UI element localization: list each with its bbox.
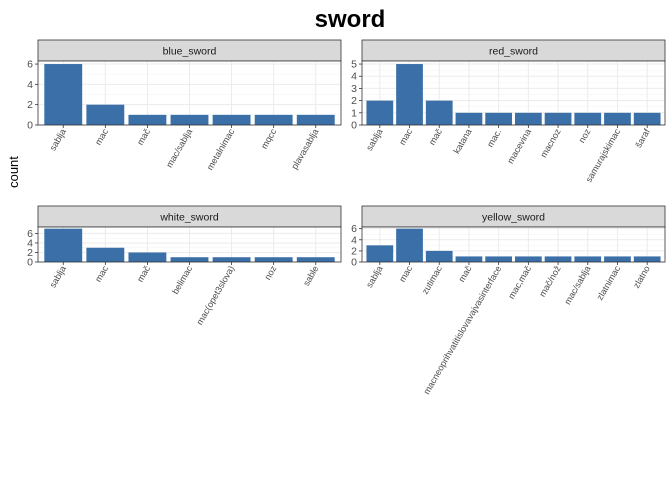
bar-mac: [86, 247, 125, 262]
bar-mac/sablja: [170, 114, 209, 125]
facet-strip-label: yellow_sword: [482, 212, 545, 224]
chart-title: sword: [315, 6, 386, 33]
y-tick-label: 6: [351, 223, 357, 235]
bar-mač: [128, 252, 167, 262]
y-axis-label: count: [6, 156, 21, 188]
bar-sablja: [44, 64, 83, 125]
y-tick-label: 6: [27, 59, 33, 71]
x-tick-label: mac/sablja: [164, 127, 194, 169]
y-tick-label: 4: [27, 237, 33, 249]
facet-strip-label: blue_sword: [163, 46, 217, 58]
x-tick-label: mac: [397, 127, 414, 147]
bar-šaraf: [633, 112, 661, 125]
x-tick-label: zlatno: [631, 264, 652, 290]
x-tick-label: sablja: [48, 264, 68, 289]
x-tick-label: noz: [577, 127, 593, 145]
bar-mac: [396, 64, 423, 125]
y-tick-label: 4: [351, 71, 357, 83]
bar-mac/sablja: [574, 256, 602, 262]
bar-mač: [455, 256, 483, 262]
x-tick-label: mac(opet3slova): [194, 264, 236, 327]
bar-belimac: [170, 257, 209, 262]
x-tick-label: mac,mač: [506, 264, 533, 301]
y-tick-label: 1: [351, 107, 357, 119]
x-tick-label: zlatnimac: [595, 264, 623, 302]
x-tick-label: šaraf: [633, 127, 652, 150]
bar-sable: [296, 257, 335, 262]
facet-panel-blue_sword: blue_sword 0 2 4 6 sablja mac mač mac/sablja meta…: [27, 39, 342, 172]
y-tick-label: 2: [27, 99, 33, 111]
x-tick-label: mač: [135, 264, 152, 284]
x-tick-label: mac: [93, 264, 110, 284]
bar-mac(opet3slova): [212, 257, 251, 262]
y-tick-label: 2: [351, 245, 357, 257]
bar-zlatno: [633, 256, 661, 262]
y-tick-label: 0: [27, 120, 33, 132]
x-tick-label: sablja: [48, 127, 68, 152]
bar-sablja: [366, 245, 394, 262]
y-tick-label: 5: [351, 59, 357, 71]
y-tick-label: 3: [351, 83, 357, 95]
bar-macnoz: [544, 112, 572, 125]
y-tick-label: 0: [351, 257, 357, 269]
y-tick-label: 6: [27, 228, 33, 240]
y-tick-label: 0: [351, 120, 357, 132]
bar-mač: [128, 114, 167, 125]
bar-mac,mač: [514, 256, 542, 262]
bar-noz: [254, 257, 293, 262]
y-tick-label: 4: [351, 234, 357, 246]
bar-noz: [574, 112, 602, 125]
x-tick-label: plavasablja: [289, 127, 320, 171]
facet-strip-label: red_sword: [489, 46, 538, 58]
bar-zutimac: [425, 250, 453, 262]
x-tick-label: sablja: [364, 264, 384, 289]
x-tick-label: mač/nož: [537, 264, 563, 299]
y-tick-label: 4: [27, 79, 33, 91]
y-tick-label: 2: [351, 95, 357, 107]
x-tick-label: mač: [427, 127, 444, 147]
panel-border: [361, 226, 666, 263]
y-tick-label: 0: [27, 257, 33, 269]
bar-macevina: [514, 112, 542, 125]
x-tick-label: zutimac: [420, 264, 444, 296]
bar-mač: [425, 100, 453, 125]
facet-strip-label: white_sword: [159, 212, 219, 224]
x-tick-label: mqcc: [259, 127, 279, 151]
x-tick-label: sablja: [364, 127, 384, 152]
x-tick-label: belimac: [170, 264, 194, 296]
x-tick-label: sable: [301, 264, 320, 288]
bar-katana: [455, 112, 483, 125]
x-tick-label: noz: [262, 264, 278, 282]
x-tick-label: metalnimac: [205, 127, 237, 172]
bar-sablja: [44, 228, 83, 262]
x-tick-label: katana: [451, 127, 473, 155]
x-tick-label: mac/sablja: [562, 264, 592, 306]
bar-metalnimac: [212, 114, 251, 125]
y-tick-label: 2: [27, 247, 33, 259]
x-tick-label: mač: [457, 264, 474, 284]
bar-mqcc: [254, 114, 293, 125]
x-tick-label: macevina: [505, 127, 533, 165]
bar-mač/nož: [544, 256, 572, 262]
bar-macneoprihvatitislovavajvasinterface: [485, 256, 513, 262]
x-tick-label: mač: [135, 127, 152, 147]
bar-mac: [86, 104, 125, 125]
bar-mac.: [485, 112, 513, 125]
x-tick-label: mac: [93, 127, 110, 147]
x-tick-label: mac.: [485, 127, 503, 149]
bar-plavasablja: [296, 114, 335, 125]
bar-mac: [396, 228, 423, 262]
bar-sablja: [366, 100, 394, 125]
x-tick-label: macnoz: [538, 127, 563, 160]
bar-zlatnimac: [604, 256, 631, 262]
x-tick-label: mac: [397, 264, 414, 284]
bar-samurajskimac: [604, 112, 631, 125]
panel-border: [361, 60, 666, 126]
